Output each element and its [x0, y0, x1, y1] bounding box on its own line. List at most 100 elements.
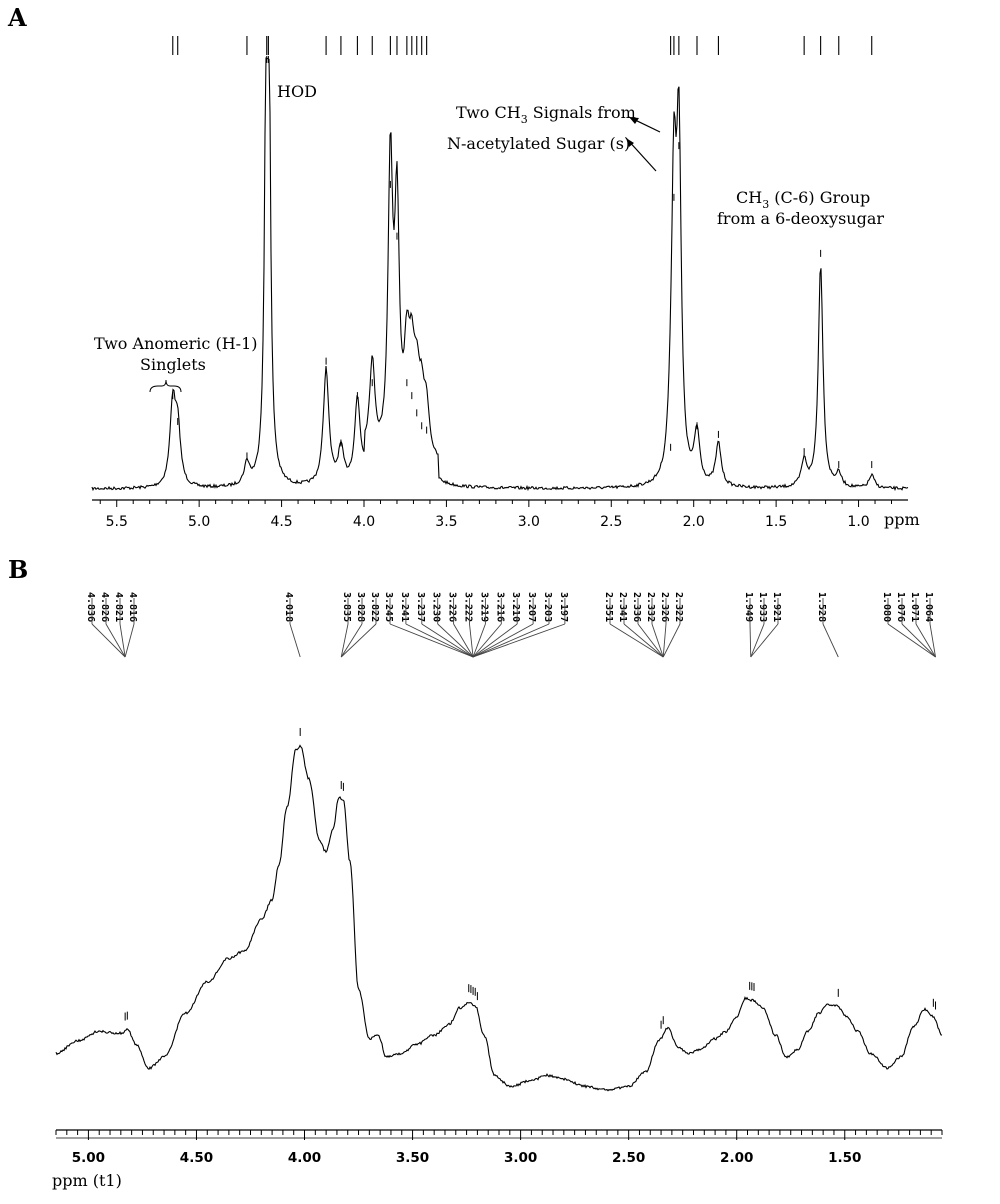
panel-b-peak-label: 3.207 — [526, 592, 537, 622]
panel-b-label-leader — [929, 623, 936, 658]
arrowhead-2 — [626, 138, 634, 147]
panel-b-label-leader — [472, 623, 534, 658]
panel-b-label-leader — [750, 623, 779, 658]
panel-b-label-leader — [915, 623, 936, 658]
panel-b-peak-label: 1.949 — [743, 592, 754, 622]
panel-a-spectrum-line — [91, 57, 909, 492]
panel-b-peak-label: 1.528 — [816, 592, 827, 622]
panel-b-letter: B — [8, 555, 28, 584]
annotation-anomeric-line1: Two Anomeric (H-1) — [94, 334, 257, 353]
panel-a-letter: A — [7, 3, 27, 32]
panel-b-tick-label: 4.50 — [180, 1150, 213, 1166]
panel-b-label-leader — [469, 623, 474, 658]
panel-b-label-leaders — [91, 598, 936, 658]
panel-b-label-leader — [389, 623, 474, 658]
panel-b-label-leader — [662, 623, 667, 658]
panel-b-label-leader — [91, 623, 126, 658]
panel-b-peak-label: 1.064 — [923, 592, 934, 622]
panel-b-peak-label: 2.332 — [645, 592, 656, 622]
panel-b-peak-label: 1.080 — [881, 592, 892, 622]
panel-b-label-leader — [623, 623, 664, 658]
panel-b-label-leader — [421, 623, 474, 658]
panel-a-tick-label: 5.0 — [188, 514, 210, 530]
panel-a-tick-label: 1.5 — [765, 514, 787, 530]
annotation-hod: HOD — [277, 82, 317, 101]
panel-b-peak-label: 2.326 — [659, 592, 670, 622]
annotation-nacetylated: N-acetylated Sugar (s) — [447, 134, 630, 153]
deoxy-suffix: (C-6) Group — [769, 188, 870, 207]
panel-a-tick-label: 2.0 — [683, 514, 705, 530]
panel-a-x-ticks: 5.5 5.0 4.5 4.0 3.5 3.0 2.5 2.0 1.5 1.0 — [99, 500, 893, 530]
panel-b-peak-label: 4.836 — [85, 592, 96, 622]
annotation-deoxy-group: CH3 (C-6) Group — [736, 188, 870, 211]
panel-b-label-leader — [472, 623, 566, 658]
panel-b-peak-label: 3.245 — [383, 592, 394, 622]
panel-b-label-leader — [609, 623, 664, 658]
panel-b-label-leader — [105, 623, 126, 658]
panel-b-label-leader — [453, 623, 474, 658]
panel-b-label-leader — [472, 623, 486, 658]
annotation-deoxy-line2: from a 6-deoxysugar — [717, 209, 884, 228]
annotation-anomeric-line2: Singlets — [140, 355, 206, 374]
panel-b-label-leader — [637, 623, 664, 658]
panel-b-peak-label: 1.933 — [757, 592, 768, 622]
panel-b-peak-label: 3.197 — [558, 592, 569, 622]
panel-a-x-axis-label: ppm — [884, 510, 920, 529]
panel-b-peak-label: 3.226 — [447, 592, 458, 622]
panel-b-peak-label: 3.210 — [510, 592, 521, 622]
panel-b-label-leader — [472, 623, 502, 658]
panel-b-peak-label: 2.336 — [631, 592, 642, 622]
panel-a-tick-label: 3.0 — [518, 514, 540, 530]
ch3-signals-prefix: Two CH — [456, 103, 521, 122]
panel-b-label-leader — [749, 623, 752, 658]
deoxy-subscript: 3 — [762, 198, 769, 211]
panel-b-tick-label: 5.00 — [72, 1150, 105, 1166]
panel-a-tick-label: 1.0 — [847, 514, 869, 530]
panel-b-peak-label: 3.822 — [369, 592, 380, 622]
panel-a-tick-label: 4.0 — [353, 514, 375, 530]
panel-a-tick-label: 2.5 — [600, 514, 622, 530]
panel-b-peak-label: 4.816 — [127, 592, 138, 622]
panel-b-x-axis-label: ppm (t1) — [52, 1171, 122, 1190]
panel-b-tick-label: 1.50 — [828, 1150, 861, 1166]
panel-b-peak-label: 4.826 — [99, 592, 110, 622]
panel-b-tick-label: 3.00 — [504, 1150, 537, 1166]
panel-b-x-ticks: 5.00 4.50 4.00 3.50 3.00 2.50 2.00 1.50 — [55, 1130, 943, 1166]
panel-b-label-leader — [437, 623, 474, 658]
panel-a-tick-label: 3.5 — [435, 514, 457, 530]
panel-b-peak-label: 2.341 — [617, 592, 628, 622]
panel-b-peak-label: 4.018 — [283, 592, 294, 622]
panel-b-peak-label: 1.921 — [771, 592, 782, 622]
panel-b-peak-label: 1.076 — [895, 592, 906, 622]
ch3-signals-suffix: Signals from — [528, 103, 636, 122]
panel-b-peak-labels: 4.836 4.826 4.821 4.816 4.018 3.835 3.828 3.822… — [85, 592, 934, 622]
panel-b-label-leader — [822, 623, 839, 658]
panel-b-peak-label: 3.241 — [399, 592, 410, 622]
panel-b-label-leader — [340, 623, 363, 658]
panel-a-tick-label: 4.5 — [270, 514, 292, 530]
panel-b-label-leader — [750, 623, 765, 658]
panel-b-peak-label: 3.237 — [415, 592, 426, 622]
panel-b-peak-label: 3.216 — [494, 592, 505, 622]
panel-b-peak-label: 3.219 — [478, 592, 489, 622]
panel-b-label-leader — [405, 623, 474, 658]
panel-a-peak-marks — [172, 55, 873, 469]
panel-b-label-leader — [340, 623, 349, 658]
ch3-signals-subscript: 3 — [521, 113, 528, 126]
panel-b-label-leader — [662, 623, 681, 658]
panel-a-tick-label: 5.5 — [106, 514, 128, 530]
panel-b-label-leader — [472, 623, 550, 658]
panel-b-peak-label: 3.828 — [355, 592, 366, 622]
panel-b-label-leader — [119, 623, 126, 658]
panel-b: B 4.836 4.826 4.821 4.816 4.018 3.835 3.828 3.8… — [8, 555, 943, 1190]
panel-b-label-leader — [901, 623, 936, 658]
arrowhead-1 — [629, 117, 639, 124]
annotation-ch3-signals: Two CH3 Signals from — [456, 103, 636, 126]
panel-b-label-leader — [124, 623, 135, 658]
panel-b-tick-label: 3.50 — [396, 1150, 429, 1166]
deoxy-prefix: CH — [736, 188, 762, 207]
panel-b-peak-label: 1.071 — [909, 592, 920, 622]
panel-b-tick-label: 2.50 — [612, 1150, 645, 1166]
anomeric-brace — [149, 379, 182, 393]
